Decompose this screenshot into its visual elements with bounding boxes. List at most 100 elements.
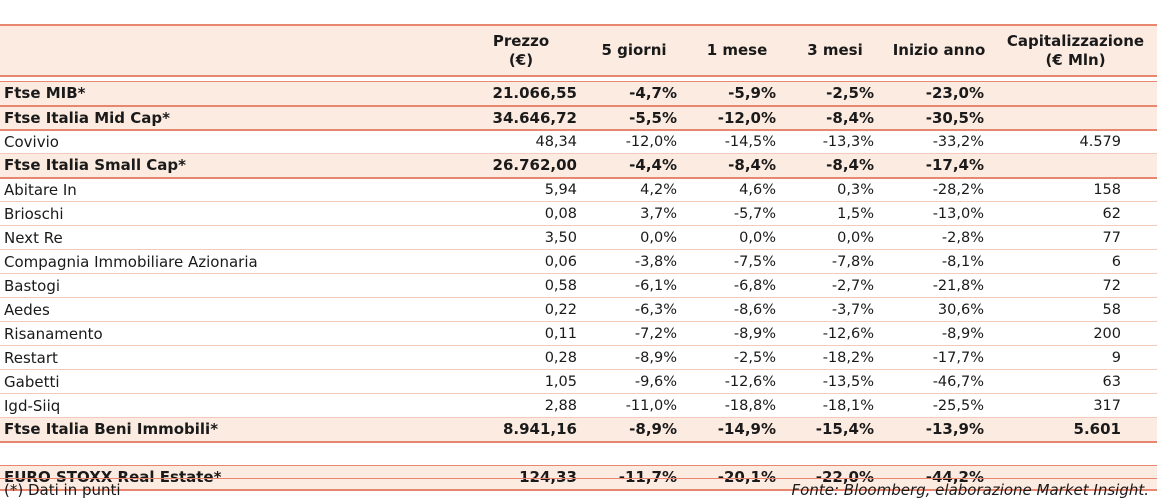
cell-name: Risanamento xyxy=(0,321,462,346)
cell-3-months: -2,7% xyxy=(786,273,884,298)
header-price: Prezzo (€) xyxy=(462,24,580,77)
cell-market-cap xyxy=(994,465,1157,491)
cell-price: 1,05 xyxy=(462,369,580,394)
cell-ytd: -2,8% xyxy=(884,225,994,250)
cell-5-days: -11,7% xyxy=(580,465,688,491)
cell-market-cap: 200 xyxy=(994,321,1157,346)
cell-ytd: -8,1% xyxy=(884,249,994,274)
cell-ytd: -46,7% xyxy=(884,369,994,394)
cell-1-month: -5,9% xyxy=(688,81,786,107)
cell-1-month: 4,6% xyxy=(688,177,786,202)
cell-name: Restart xyxy=(0,345,462,370)
cell-5-days: -6,1% xyxy=(580,273,688,298)
cell-1-month: -14,5% xyxy=(688,129,786,154)
header-cap-label: Capitalizzazione xyxy=(1006,31,1145,50)
cell-name: Gabetti xyxy=(0,369,462,394)
index-row: Ftse Italia Small Cap* 26.762,00 -4,4% -8,4… xyxy=(0,153,1157,179)
cell-5-days: -11,0% xyxy=(580,393,688,418)
header-cap-unit: (€ Mln) xyxy=(1045,50,1106,69)
cell-3-months: 1,5% xyxy=(786,201,884,226)
cell-price: 0,06 xyxy=(462,249,580,274)
cell-market-cap: 6 xyxy=(994,249,1157,274)
cell-price: 48,34 xyxy=(462,129,580,154)
cell-market-cap: 77 xyxy=(994,225,1157,250)
cell-name: Covivio xyxy=(0,129,462,154)
cell-1-month: 0,0% xyxy=(688,225,786,250)
cell-1-month: -2,5% xyxy=(688,345,786,370)
cell-ytd: -17,4% xyxy=(884,153,994,179)
cell-name: Next Re xyxy=(0,225,462,250)
cell-ytd: -13,9% xyxy=(884,417,994,443)
cell-market-cap: 63 xyxy=(994,369,1157,394)
cell-ytd: -25,5% xyxy=(884,393,994,418)
cell-1-month: -8,4% xyxy=(688,153,786,179)
cell-ytd: -44,2% xyxy=(884,465,994,491)
cell-1-month: -8,9% xyxy=(688,321,786,346)
cell-3-months: 0,0% xyxy=(786,225,884,250)
cell-price: 124,33 xyxy=(462,465,580,491)
cell-1-month: -7,5% xyxy=(688,249,786,274)
cell-ytd: -28,2% xyxy=(884,177,994,202)
cell-name: Abitare In xyxy=(0,177,462,202)
cell-5-days: -12,0% xyxy=(580,129,688,154)
cell-market-cap: 62 xyxy=(994,201,1157,226)
cell-market-cap xyxy=(994,105,1157,131)
cell-price: 8.941,16 xyxy=(462,417,580,443)
cell-price: 21.066,55 xyxy=(462,81,580,107)
cell-name: Ftse Italia Small Cap* xyxy=(0,153,462,179)
cell-ytd: -8,9% xyxy=(884,321,994,346)
cell-price: 26.762,00 xyxy=(462,153,580,179)
cell-3-months: -13,3% xyxy=(786,129,884,154)
cell-5-days: -4,4% xyxy=(580,153,688,179)
cell-3-months: -8,4% xyxy=(786,105,884,131)
cell-name: EURO STOXX Real Estate* xyxy=(0,465,462,491)
cell-5-days: 3,7% xyxy=(580,201,688,226)
cell-price: 0,11 xyxy=(462,321,580,346)
cell-5-days: -8,9% xyxy=(580,345,688,370)
cell-market-cap: 317 xyxy=(994,393,1157,418)
table-spacer-row xyxy=(0,441,1157,466)
cell-price: 34.646,72 xyxy=(462,105,580,131)
header-3-months: 3 mesi xyxy=(786,24,884,77)
table-row: Next Re 3,50 0,0% 0,0% 0,0% -2,8% 77 xyxy=(0,225,1157,250)
cell-1-month: -14,9% xyxy=(688,417,786,443)
cell-5-days: -6,3% xyxy=(580,297,688,322)
cell-market-cap xyxy=(994,81,1157,107)
header-5-days: 5 giorni xyxy=(580,24,688,77)
index-row: Ftse Italia Beni Immobili* 8.941,16 -8,9% -… xyxy=(0,417,1157,443)
cell-price: 0,08 xyxy=(462,201,580,226)
spacer-cell xyxy=(0,441,1157,466)
cell-market-cap: 58 xyxy=(994,297,1157,322)
cell-1-month: -20,1% xyxy=(688,465,786,491)
cell-3-months: -2,5% xyxy=(786,81,884,107)
cell-3-months: -8,4% xyxy=(786,153,884,179)
cell-5-days: -5,5% xyxy=(580,105,688,131)
cell-ytd: -17,7% xyxy=(884,345,994,370)
table-header-row: Prezzo (€) 5 giorni 1 mese 3 mesi Inizio… xyxy=(0,24,1157,77)
market-performance-table: Prezzo (€) 5 giorni 1 mese 3 mesi Inizio… xyxy=(0,24,1157,491)
cell-name: Igd-Siiq xyxy=(0,393,462,418)
table-footer: (*) Dati in punti Fonte: Bloomberg, elab… xyxy=(0,478,1157,501)
cell-market-cap: 158 xyxy=(994,177,1157,202)
table-row: Gabetti 1,05 -9,6% -12,6% -13,5% -46,7% 63 xyxy=(0,369,1157,394)
cell-5-days: -8,9% xyxy=(580,417,688,443)
header-name xyxy=(0,24,462,77)
index-row: EURO STOXX Real Estate* 124,33 -11,7% -20,1… xyxy=(0,465,1157,491)
cell-market-cap: 4.579 xyxy=(994,129,1157,154)
cell-5-days: -7,2% xyxy=(580,321,688,346)
cell-price: 0,22 xyxy=(462,297,580,322)
header-price-unit: (€) xyxy=(508,50,534,69)
cell-name: Ftse Italia Mid Cap* xyxy=(0,105,462,131)
cell-5-days: 0,0% xyxy=(580,225,688,250)
cell-ytd: -13,0% xyxy=(884,201,994,226)
cell-market-cap: 5.601 xyxy=(994,417,1157,443)
cell-ytd: -21,8% xyxy=(884,273,994,298)
cell-name: Aedes xyxy=(0,297,462,322)
index-row: Ftse Italia Mid Cap* 34.646,72 -5,5% -12,0%… xyxy=(0,105,1157,131)
cell-3-months: -18,2% xyxy=(786,345,884,370)
cell-1-month: -12,6% xyxy=(688,369,786,394)
cell-3-months: -15,4% xyxy=(786,417,884,443)
cell-1-month: -5,7% xyxy=(688,201,786,226)
cell-ytd: -30,5% xyxy=(884,105,994,131)
cell-name: Bastogi xyxy=(0,273,462,298)
